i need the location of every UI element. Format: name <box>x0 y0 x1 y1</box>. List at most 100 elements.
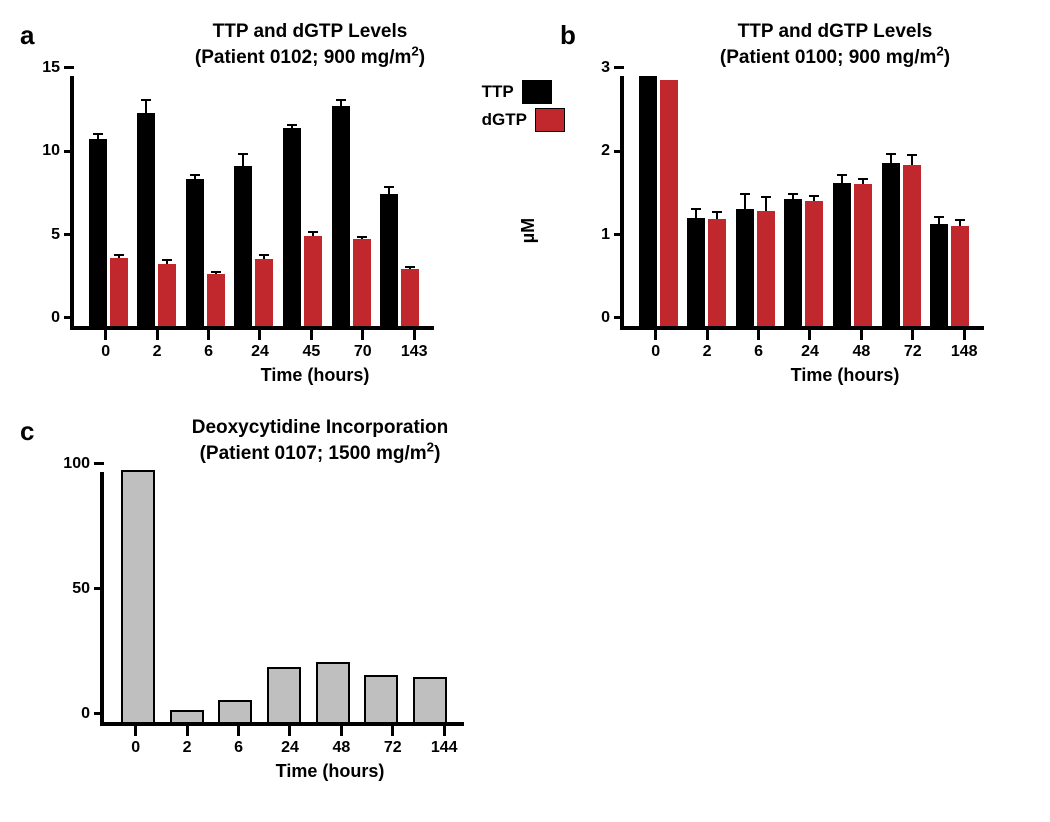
panel-a-frame: 051015 <box>70 76 434 330</box>
bar-ttp <box>332 106 350 326</box>
panel-c-chart-wrap: % Pre-Treatment 050100 026244872144 Time… <box>20 472 560 782</box>
panel-a-xticks: 026244570143 <box>70 330 450 361</box>
panel-c-ylabel: % Pre-Treatment <box>0 472 4 782</box>
panel-c-title-line2: (Patient 0107; 1500 mg/m2) <box>200 443 441 464</box>
bar-group <box>181 179 230 326</box>
panel-a: a TTP and dGTP Levels (Patient 0102; 900… <box>20 20 560 386</box>
x-tick: 24 <box>266 726 315 757</box>
bar-group <box>260 667 309 722</box>
bar-ttp <box>89 139 107 326</box>
panel-b-frame: 0123 <box>620 76 984 330</box>
y-tick: 3 <box>601 59 624 77</box>
panel-b: b TTP and dGTP Levels (Patient 0100; 900… <box>560 20 1050 386</box>
bar-dgtp <box>353 239 371 326</box>
x-tick-mark <box>104 330 107 340</box>
bar-group <box>211 700 260 722</box>
bar-dgtp <box>255 259 273 326</box>
bar <box>170 710 204 722</box>
x-tick-mark <box>134 726 137 736</box>
bars-area <box>104 472 464 722</box>
x-tick-mark <box>808 330 811 340</box>
bar-ttp <box>234 166 252 326</box>
panel-b-xlabel: Time (hours) <box>620 365 1050 386</box>
x-tick-mark <box>258 330 261 340</box>
y-tick-label: 0 <box>81 705 90 723</box>
bar-group <box>375 194 424 326</box>
y-tick: 5 <box>51 226 74 244</box>
panel-b-title-line1: TTP and dGTP Levels <box>738 21 933 42</box>
panel-a-title-line2: (Patient 0102; 900 mg/m2) <box>195 47 425 68</box>
x-tick-mark <box>654 330 657 340</box>
x-tick-label: 2 <box>183 739 192 757</box>
x-tick-label: 0 <box>651 343 660 361</box>
y-tick-label: 100 <box>63 455 90 473</box>
x-tick: 143 <box>390 330 439 361</box>
bar <box>121 470 155 722</box>
y-tick-label: 1 <box>601 226 610 244</box>
x-tick-mark <box>207 330 210 340</box>
bar-dgtp <box>660 80 678 326</box>
x-tick-mark <box>288 726 291 736</box>
bar <box>364 675 398 722</box>
panel-b-title-line2: (Patient 0100; 900 mg/m2) <box>720 47 950 68</box>
bar-ttp <box>186 179 204 326</box>
panel-a-chart-wrap: µM 051015 026244570143 Time (hours) <box>20 76 560 386</box>
panel-a-xlabel: Time (hours) <box>70 365 560 386</box>
legend-label: TTP <box>482 82 514 102</box>
y-tick: 0 <box>51 309 74 327</box>
x-tick-mark <box>860 330 863 340</box>
x-tick-label: 148 <box>951 343 978 361</box>
bar-group <box>133 113 182 326</box>
x-tick: 24 <box>786 330 835 361</box>
panel-b-letter: b <box>560 20 576 51</box>
y-tick-mark <box>614 316 624 319</box>
panel-b-title: TTP and dGTP Levels (Patient 0100; 900 m… <box>560 20 1050 70</box>
panel-c-frame: 050100 <box>100 472 464 726</box>
y-tick-mark <box>64 233 74 236</box>
bar-ttp <box>784 199 802 326</box>
x-tick-label: 72 <box>904 343 922 361</box>
bar-ttp <box>882 163 900 326</box>
x-tick-mark <box>911 330 914 340</box>
y-tick-label: 5 <box>51 226 60 244</box>
bar-ttp <box>380 194 398 326</box>
bar-dgtp <box>805 201 823 326</box>
bar-dgtp <box>158 264 176 326</box>
panel-c-letter: c <box>20 416 34 447</box>
bar-group <box>308 662 357 722</box>
x-tick-label: 48 <box>852 343 870 361</box>
panel-a-title-line1: TTP and dGTP Levels <box>213 21 408 42</box>
x-tick-mark <box>186 726 189 736</box>
x-tick-mark <box>391 726 394 736</box>
bar-ttp <box>930 224 948 326</box>
x-tick: 2 <box>163 726 212 757</box>
x-tick-mark <box>963 330 966 340</box>
panel-c: c Deoxycytidine Incorporation (Patient 0… <box>20 416 560 782</box>
bar-ttp <box>687 218 705 326</box>
x-tick: 2 <box>133 330 182 361</box>
bar-dgtp <box>951 226 969 326</box>
x-tick: 0 <box>111 726 160 757</box>
x-tick-label: 6 <box>204 343 213 361</box>
x-tick: 148 <box>940 330 989 361</box>
y-tick-mark <box>64 66 74 69</box>
bars-area <box>74 76 434 326</box>
y-tick-mark <box>94 712 104 715</box>
bar-ttp <box>283 128 301 326</box>
y-tick-label: 10 <box>42 142 60 160</box>
bar-group <box>230 166 279 326</box>
x-tick: 48 <box>317 726 366 757</box>
x-tick: 72 <box>369 726 418 757</box>
y-tick: 100 <box>63 455 104 473</box>
y-tick: 0 <box>601 309 624 327</box>
y-tick: 50 <box>72 580 104 598</box>
x-tick: 2 <box>683 330 732 361</box>
panel-a-letter: a <box>20 20 34 51</box>
x-tick: 6 <box>734 330 783 361</box>
x-tick-mark <box>156 330 159 340</box>
y-tick: 15 <box>42 59 74 77</box>
x-tick-mark <box>443 726 446 736</box>
x-tick: 72 <box>889 330 938 361</box>
y-tick-mark <box>94 462 104 465</box>
panel-c-xlabel: Time (hours) <box>100 761 560 782</box>
